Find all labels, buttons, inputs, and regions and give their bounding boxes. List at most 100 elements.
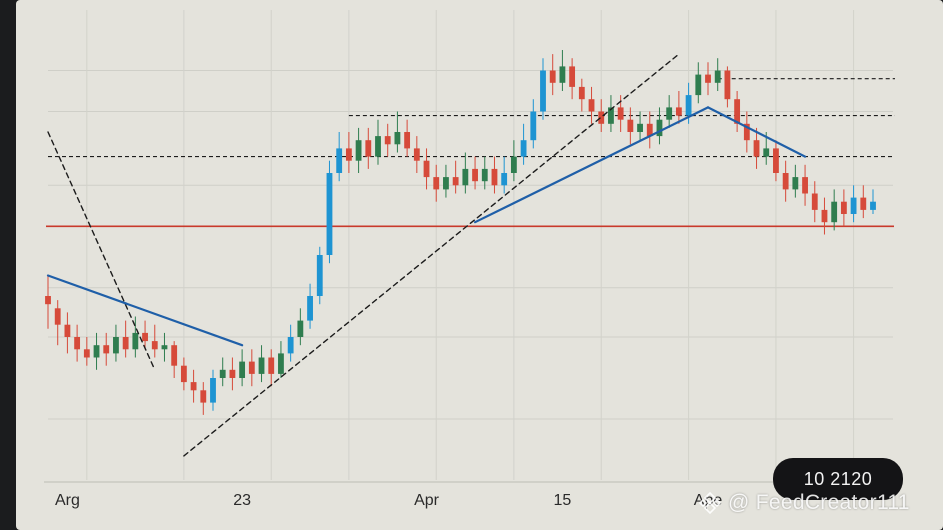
watermark: @ FeedCreator111 — [698, 489, 910, 517]
candle-body — [433, 177, 440, 190]
candle-body — [627, 119, 634, 132]
candle-body — [394, 132, 401, 145]
candle-body — [559, 66, 566, 83]
candle-body — [258, 357, 265, 374]
binance-square-icon — [698, 491, 722, 515]
x-tick-label: 15 — [554, 492, 572, 509]
grid — [44, 10, 903, 483]
candle-body — [578, 86, 585, 100]
candle-body — [287, 337, 294, 354]
candle-body — [210, 378, 216, 403]
candle-body — [549, 70, 556, 83]
trendlines — [46, 53, 807, 457]
candle-body — [569, 66, 576, 87]
candle-body — [705, 74, 711, 83]
dashed-trendline — [183, 53, 680, 457]
candle-body — [122, 337, 129, 350]
chart-panel — [16, 0, 943, 530]
x-tick-label: Apr — [414, 492, 440, 509]
candle-body — [316, 255, 323, 296]
candle-body — [200, 390, 207, 403]
candle-body — [821, 209, 828, 223]
candle-body — [103, 345, 110, 354]
candle-body — [297, 320, 304, 337]
candle-body — [724, 70, 731, 100]
x-tick-label: 23 — [233, 492, 251, 509]
candle-body — [404, 132, 411, 149]
candle-body — [132, 332, 139, 350]
blue-trendline — [473, 106, 710, 224]
price-badge[interactable]: 10 2120 — [773, 458, 903, 500]
candle-body — [355, 140, 362, 161]
candle-body — [811, 193, 818, 210]
candle-body — [462, 168, 469, 186]
candle-body — [831, 201, 838, 223]
candles — [45, 50, 876, 415]
candle-body — [840, 201, 847, 214]
candle-body — [792, 177, 799, 190]
candle-body — [161, 345, 168, 350]
candle-body — [64, 324, 71, 337]
candle-body — [734, 99, 741, 124]
candle-body — [326, 173, 333, 255]
candle-body — [530, 111, 537, 141]
candle-body — [588, 99, 595, 112]
candle-body — [190, 382, 197, 391]
candle-body — [695, 74, 702, 96]
candle-body — [685, 95, 692, 116]
candle-body — [491, 168, 498, 186]
candle-body — [151, 341, 158, 350]
candle-body — [860, 197, 867, 210]
candle-body — [365, 140, 372, 157]
candle-body — [646, 123, 653, 137]
candle-body — [598, 111, 605, 124]
candle-body — [229, 369, 236, 378]
candle-body — [45, 296, 51, 305]
candle-body — [375, 136, 381, 157]
candle-body — [520, 140, 527, 157]
candle-body — [248, 361, 255, 374]
candle-body — [656, 119, 663, 137]
candle-body — [637, 123, 643, 132]
candle-body — [113, 337, 119, 354]
x-tick-label: Arg — [55, 492, 80, 509]
candle-body — [180, 365, 187, 383]
candle-body — [142, 332, 148, 342]
candle-body — [481, 168, 488, 182]
candle-body — [54, 308, 61, 325]
candle-body — [83, 349, 90, 358]
candle-body — [617, 107, 624, 120]
candle-body — [714, 70, 721, 83]
candle-body — [666, 107, 673, 120]
candle-body — [93, 345, 100, 358]
candle-body — [802, 177, 808, 194]
candle-body — [384, 136, 391, 145]
candle-body — [763, 148, 770, 157]
candle-body — [452, 177, 459, 186]
candle-body — [870, 201, 876, 210]
candle-body — [239, 361, 246, 378]
candle-body — [413, 148, 420, 161]
candle-body — [336, 148, 343, 173]
candle-body — [443, 177, 449, 190]
candle-body — [850, 197, 857, 214]
candle-body — [278, 353, 284, 374]
candle-body — [675, 107, 682, 116]
candle-body — [540, 70, 546, 112]
candle-body — [307, 296, 313, 321]
candle-body — [782, 173, 789, 190]
x-axis: Arg 23 Apr 15 Ape — [55, 492, 722, 509]
candle-body — [171, 345, 178, 366]
candle-body — [345, 148, 352, 161]
candle-body — [268, 357, 275, 374]
candle-body — [74, 337, 81, 350]
blue-trendline — [706, 106, 807, 158]
blue-trendline — [46, 274, 244, 347]
dashed-trendline — [47, 131, 156, 371]
candle-body — [753, 140, 760, 157]
candle-body — [608, 107, 614, 124]
candle-body — [501, 173, 508, 186]
candle-body — [423, 160, 430, 178]
watermark-text: @ FeedCreator111 — [728, 491, 910, 514]
